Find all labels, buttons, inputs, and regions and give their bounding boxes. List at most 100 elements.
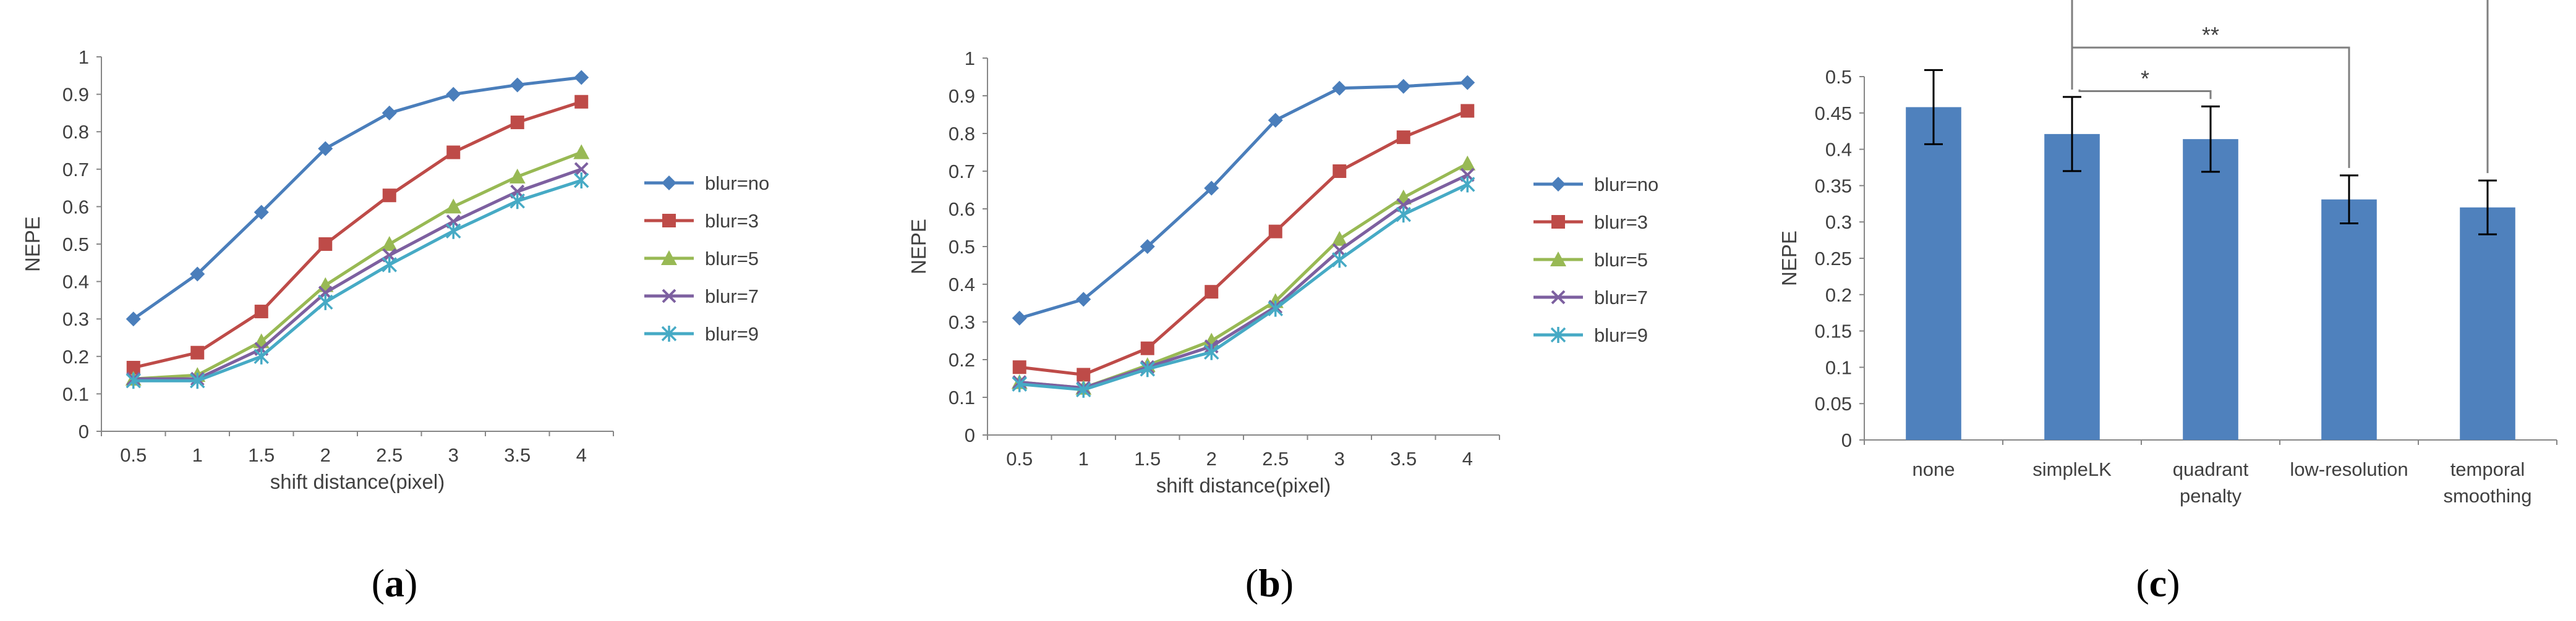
legend-marker: [662, 214, 676, 227]
x-tick-label: 4: [576, 444, 587, 466]
x-tick-label: none: [1913, 458, 1955, 480]
data-point-blur=no: [574, 70, 589, 85]
data-point-blur=no: [382, 105, 397, 120]
x-tick-label: 4: [1462, 448, 1473, 470]
legend-marker: [662, 289, 676, 303]
data-point-blur=3: [574, 95, 589, 109]
data-point-blur=5: [1459, 155, 1476, 171]
data-point-blur=no: [254, 205, 269, 220]
y-tick-label: 1: [79, 46, 89, 68]
bar: [2460, 207, 2515, 440]
y-tick-label: 0.3: [949, 311, 975, 333]
data-point-blur=3: [1205, 285, 1219, 299]
legend-marker: [661, 250, 677, 265]
y-axis-title: NEPE: [907, 219, 930, 274]
data-point-blur=9: [446, 222, 461, 239]
legend-label: blur=3: [705, 210, 759, 232]
panel-label-c-letter: c: [2149, 561, 2167, 605]
legend-label: blur=7: [1594, 287, 1648, 308]
series-line-blur=no: [1019, 81, 1468, 320]
chart-a: 0 0.1 0.2 0.3 0.4 0.5 0.6 0.7 0.8 0.9 1 0.5 1 1.5 2 2.5…: [21, 46, 769, 493]
y-tick-label: 0.3: [62, 308, 89, 330]
y-tick-label: 0.6: [949, 198, 975, 220]
data-point-blur=5: [509, 168, 526, 184]
x-tick-label: penalty: [2180, 485, 2241, 507]
data-point-blur=3: [318, 237, 333, 251]
y-tick-label: 0.7: [949, 161, 975, 182]
data-point-blur=no: [318, 141, 333, 156]
legend-label: blur=no: [705, 172, 769, 194]
x-tick-label: 1.5: [248, 444, 275, 466]
data-point-blur=9: [1396, 206, 1411, 223]
y-tick-label: 0.05: [1815, 393, 1852, 415]
data-point-blur=no: [1396, 78, 1411, 94]
data-point-blur=no: [1076, 292, 1091, 307]
y-tick-label: 0.5: [1825, 66, 1852, 88]
legend-label: blur=7: [705, 285, 759, 307]
x-tick-label: 2: [320, 444, 331, 466]
data-point-blur=5: [381, 236, 398, 251]
data-point-blur=9: [318, 294, 333, 310]
legend-label: blur=9: [1594, 324, 1648, 346]
legend-marker: [1551, 290, 1566, 305]
x-tick-label: simpleLK: [2032, 458, 2112, 480]
data-point-blur=5: [573, 144, 590, 159]
legend-label: blur=3: [1594, 211, 1648, 233]
legend-marker: [1550, 327, 1566, 343]
y-tick-label: 0.4: [1825, 139, 1852, 161]
x-tick-label: 3.5: [1390, 448, 1417, 470]
data-point-blur=no: [1012, 310, 1027, 326]
data-point-blur=no: [1204, 180, 1219, 196]
x-tick-label: 3: [448, 444, 459, 466]
legend-label: blur=5: [705, 248, 759, 269]
y-tick-label: 0: [1841, 429, 1852, 451]
series-line-blur=9: [1019, 183, 1469, 392]
x-tick-label: 3: [1334, 448, 1345, 470]
x-tick-label: 1: [1078, 448, 1089, 470]
x-tick-label: 0.5: [1006, 448, 1033, 470]
x-tick-label: 2: [1206, 448, 1217, 470]
data-point-blur=3: [446, 145, 461, 159]
legend-marker: [1550, 251, 1566, 266]
data-point-blur=9: [510, 193, 525, 209]
data-point-blur=no: [446, 87, 461, 102]
bar: [2183, 139, 2238, 441]
bar: [2044, 133, 2100, 441]
panel-label-a: (a): [372, 561, 418, 605]
y-tick-label: 0.3: [1825, 211, 1852, 233]
significance-bracket: [2071, 0, 2489, 174]
data-point-blur=3: [1012, 360, 1026, 374]
y-axis-title: NEPE: [21, 216, 44, 272]
data-point-blur=3: [190, 345, 205, 360]
data-point-blur=9: [190, 373, 205, 389]
data-point-blur=5: [1331, 230, 1348, 246]
data-point-blur=9: [254, 348, 269, 365]
y-tick-label: 0.25: [1815, 248, 1852, 269]
legend-marker: [661, 326, 677, 342]
data-point-blur=3: [510, 116, 524, 130]
y-tick-label: 0.9: [62, 84, 89, 106]
data-point-blur=9: [1140, 361, 1155, 378]
data-point-blur=3: [254, 305, 268, 319]
data-point-blur=7: [574, 162, 589, 177]
chart-b: 0 0.1 0.2 0.3 0.4 0.5 0.6 0.7 0.8 0.9 1 0.5 1 1.5 2 2.5…: [907, 48, 1658, 497]
y-tick-label: 0.1: [62, 383, 89, 405]
data-point-blur=3: [1077, 368, 1091, 382]
x-tick-label: smoothing: [2443, 485, 2531, 507]
data-point-blur=9: [1204, 344, 1219, 360]
x-axis-title: shift distance(pixel): [270, 470, 445, 493]
data-point-blur=3: [1333, 164, 1347, 178]
y-tick-label: 0.9: [949, 85, 975, 107]
x-axis-title: shift distance(pixel): [1156, 474, 1331, 497]
y-tick-label: 0.4: [62, 271, 89, 293]
series-line-blur=no: [132, 75, 582, 321]
legend-marker: [1551, 215, 1565, 229]
data-point-blur=9: [126, 373, 141, 389]
y-tick-label: 0.5: [949, 236, 975, 258]
legend-label: blur=no: [1594, 174, 1658, 195]
bar: [2321, 199, 2377, 440]
y-tick-label: 0.6: [62, 196, 89, 218]
data-point-blur=no: [190, 266, 205, 282]
data-point-blur=9: [574, 172, 589, 188]
